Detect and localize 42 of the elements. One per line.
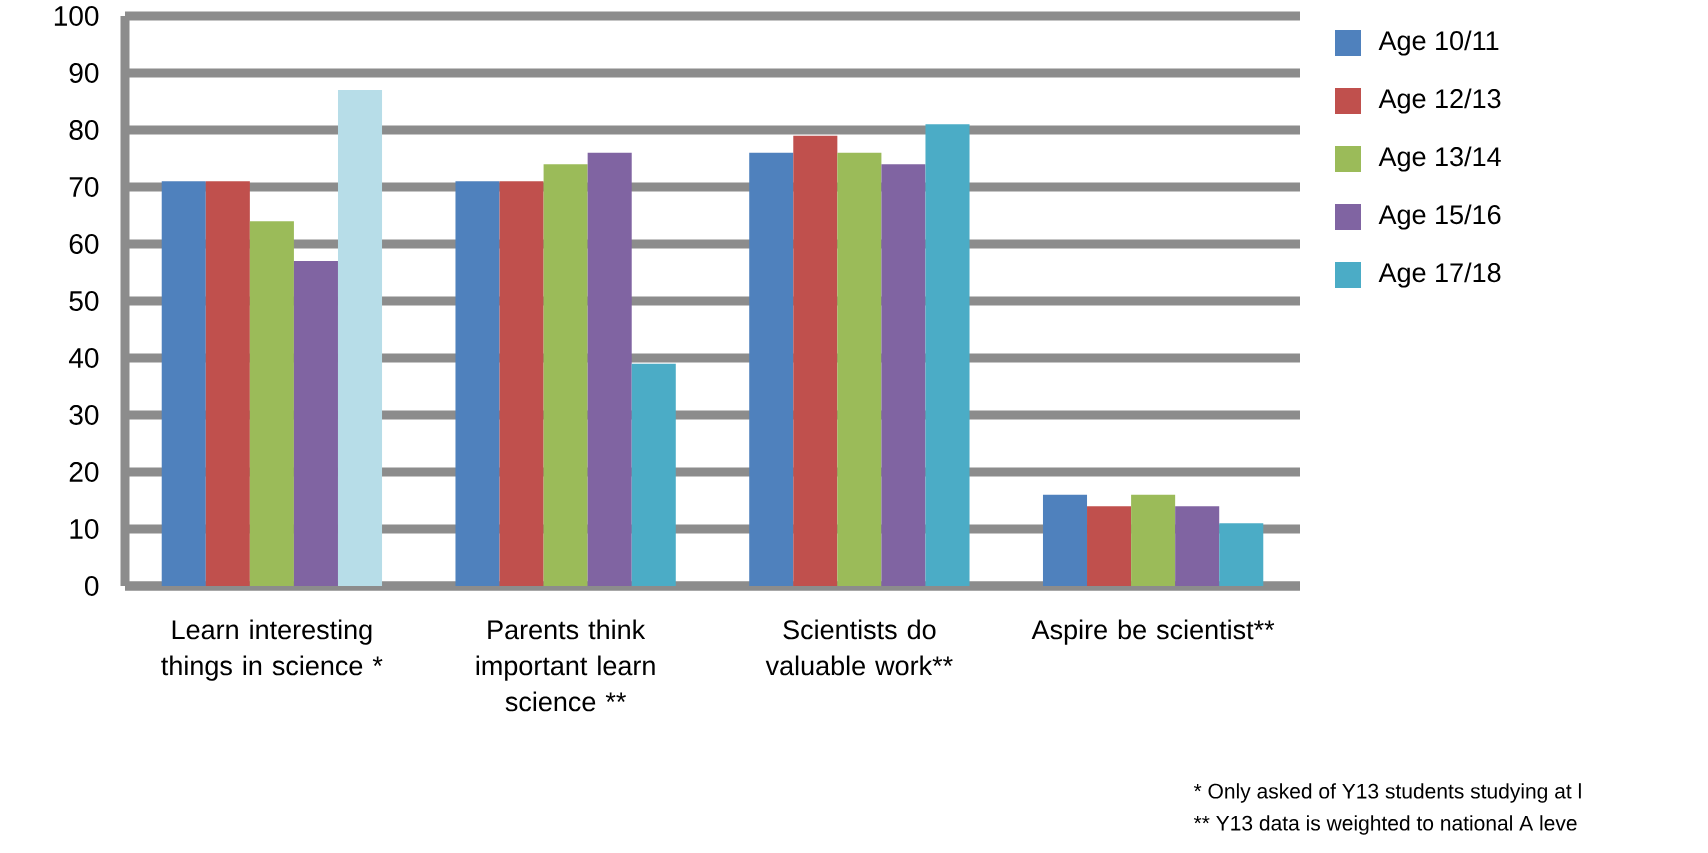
bar <box>499 181 544 586</box>
bar <box>925 124 970 586</box>
y-tick-label: 60 <box>69 234 99 254</box>
y-tick-label: 90 <box>69 63 99 83</box>
bar <box>543 164 588 586</box>
x-tick-label: Learn interesting things in science * <box>161 619 383 681</box>
y-tick-label: 40 <box>68 348 99 368</box>
bar <box>249 221 294 586</box>
bar <box>1042 494 1088 586</box>
text: * Only asked of Y13 students studying at l <box>1193 783 1581 803</box>
bar <box>1175 506 1220 586</box>
y-tick-label: 80 <box>69 120 99 140</box>
x-tick-label: Parents think important learn science ** <box>476 619 655 712</box>
legend-label: Age 10/11 <box>1378 30 1499 56</box>
bar <box>749 152 794 586</box>
y-tick-label: 20 <box>69 462 99 482</box>
bar <box>881 164 926 586</box>
legend-label: Age 13/14 <box>1378 146 1501 172</box>
x-tick-label: Scientists do valuable work** <box>765 619 953 676</box>
y-tick-label: 70 <box>69 177 99 197</box>
y-tick-label: 10 <box>70 519 99 539</box>
y-tick-label: 100 <box>54 6 99 26</box>
legend-label: Age 15/16 <box>1378 204 1501 230</box>
bar <box>587 152 632 586</box>
x-tick-label: Aspire be scientist** <box>1031 619 1275 645</box>
bar <box>455 181 500 586</box>
bar <box>1219 523 1264 586</box>
bar <box>1131 494 1176 586</box>
bar <box>205 181 250 586</box>
bar <box>161 181 206 586</box>
bar <box>337 90 383 586</box>
legend-label: Age 12/13 <box>1378 88 1501 114</box>
bar <box>631 363 676 586</box>
bar <box>1087 506 1132 586</box>
bar <box>793 135 838 586</box>
y-tick-label: 0 <box>85 576 99 596</box>
y-tick-label: 50 <box>69 291 99 311</box>
y-tick-label: 30 <box>69 405 99 425</box>
bar <box>837 152 882 586</box>
text: ** Y13 data is weighted to national A leve <box>1193 815 1577 835</box>
bar <box>293 261 338 586</box>
legend-label: Age 17/18 <box>1378 262 1501 288</box>
